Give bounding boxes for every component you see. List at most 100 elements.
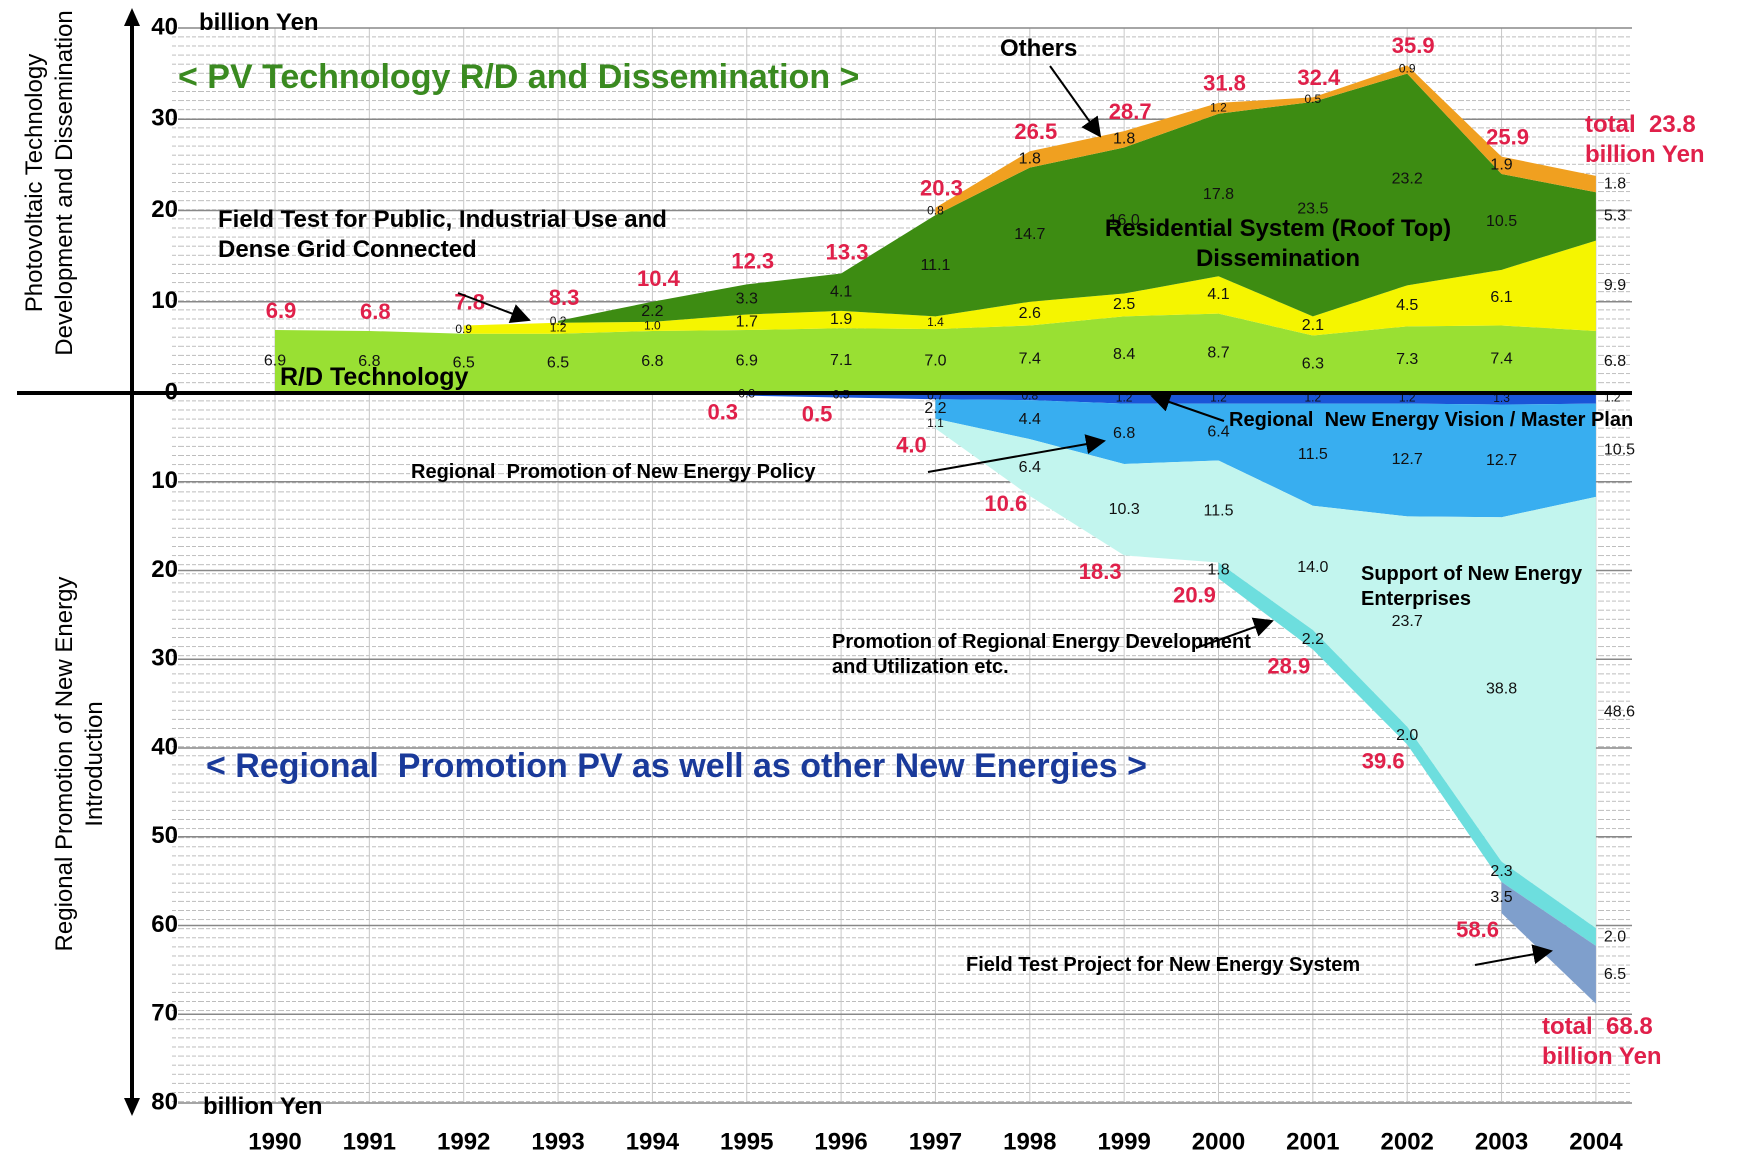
y-axis-label: Photovoltaic Technology Development and … [21, 10, 78, 356]
value-label: 3.5 [1490, 889, 1512, 906]
unit-label: billion Yen [203, 1093, 323, 1120]
value-label: 23.7 [1392, 613, 1423, 630]
value-label: 6.5 [1604, 966, 1626, 983]
area [935, 418, 1596, 929]
value-label: 2.2 [924, 400, 946, 417]
total-label: 18.3 [1079, 559, 1122, 584]
arrow [927, 434, 1106, 473]
y-tick-label: 60 [151, 911, 178, 938]
value-label: 1.2 [550, 320, 567, 334]
value-label: 14.7 [1014, 226, 1045, 243]
total-label: 31.8 [1203, 71, 1246, 96]
value-label: 11.5 [1204, 503, 1234, 520]
arrow [1474, 944, 1553, 966]
y-tick-label: 30 [151, 105, 178, 132]
value-label: 2.6 [1019, 305, 1041, 322]
value-label: 7.3 [1396, 351, 1418, 368]
total-label: 20.9 [1173, 582, 1216, 607]
area [1501, 882, 1596, 1004]
value-label: 1.1 [927, 416, 944, 430]
x-tick-label: 1991 [343, 1128, 396, 1155]
value-label: 1.8 [1113, 131, 1135, 148]
value-label: 0.5 [1305, 92, 1322, 106]
area [1218, 562, 1596, 946]
value-label: 12.7 [1392, 451, 1423, 468]
y-tick-label: 10 [151, 287, 178, 314]
value-label: 4.4 [1019, 411, 1041, 428]
arrow [1195, 617, 1274, 649]
series-label: R/D Technology [280, 363, 469, 391]
value-label: 16.0 [1109, 212, 1140, 229]
x-tick-label: 1997 [909, 1128, 962, 1155]
value-label: 6.5 [547, 355, 569, 372]
y-tick-label: 50 [151, 822, 178, 849]
value-label: 7.0 [924, 352, 946, 369]
total-label: 12.3 [731, 249, 774, 274]
y-tick-label: 20 [151, 556, 178, 583]
total-label: 4.0 [896, 432, 927, 457]
area [558, 73, 1596, 323]
x-tick-label: 1998 [1003, 1128, 1056, 1155]
axis-arrow [124, 1098, 140, 1116]
value-label: 6.5 [453, 355, 475, 372]
value-label: 6.3 [1302, 355, 1324, 372]
value-label: 8.4 [1113, 346, 1135, 363]
y-tick-label: 10 [151, 467, 178, 494]
y-tick-label: 80 [151, 1088, 178, 1115]
value-label: 1.4 [927, 315, 944, 329]
x-tick-label: 1994 [626, 1128, 680, 1155]
value-label: 3.3 [736, 291, 758, 308]
series-label: Promotion of Regional Energy Development… [832, 631, 1251, 678]
y-tick-label: 40 [151, 13, 178, 40]
value-label: 48.6 [1604, 704, 1635, 721]
x-tick-label: 1990 [248, 1128, 301, 1155]
arrow [457, 292, 531, 323]
value-label: 2.2 [641, 303, 663, 320]
x-tick-label: 2001 [1286, 1128, 1339, 1155]
value-label: 6.8 [1113, 425, 1135, 442]
total-label: 0.3 [707, 399, 738, 424]
y-tick-label: 40 [151, 733, 178, 760]
total-label: 6.9 [266, 298, 297, 323]
value-label: 12.7 [1486, 452, 1517, 469]
area [463, 240, 1596, 336]
value-label: 2.2 [1302, 631, 1324, 648]
value-label: 1.8 [1019, 151, 1041, 168]
value-label: 1.0 [644, 319, 661, 333]
y-tick-label: 20 [151, 196, 178, 223]
series-label: Field Test for Public, Industrial Use an… [218, 206, 674, 263]
value-label: 11.1 [920, 257, 950, 274]
x-tick-label: 1992 [437, 1128, 490, 1155]
arrow [1049, 65, 1102, 138]
value-label: 10.5 [1604, 441, 1635, 458]
value-label: 5.3 [1604, 208, 1626, 225]
value-label: 7.1 [830, 352, 852, 369]
value-label: 2.0 [1604, 928, 1626, 945]
x-tick-label: 2000 [1192, 1128, 1245, 1155]
value-label: 1.9 [1490, 157, 1512, 174]
value-label: 6.1 [1490, 289, 1512, 306]
x-tick-label: 1999 [1097, 1128, 1150, 1155]
value-label: 8.7 [1207, 345, 1229, 362]
value-label: 6.9 [264, 353, 286, 370]
value-label: 1.7 [736, 314, 758, 331]
value-label: 7.4 [1490, 350, 1512, 367]
total-label: 26.5 [1014, 119, 1057, 144]
total-label: 28.7 [1109, 99, 1152, 124]
value-label: 23.5 [1297, 200, 1328, 217]
total-label: 58.6 [1456, 917, 1499, 942]
value-label: 38.8 [1486, 681, 1517, 698]
value-label: 1.9 [830, 311, 852, 328]
value-label: 1.2 [1210, 100, 1227, 114]
chart-title: < PV Technology R/D and Dissemination > [178, 58, 860, 96]
y-tick-label: 70 [151, 1000, 178, 1027]
value-label: 0.9 [455, 322, 472, 336]
total-label: 8.3 [549, 285, 580, 310]
x-tick-label: 1995 [720, 1128, 773, 1155]
total-label: 35.9 [1392, 33, 1435, 58]
value-label: 9.9 [1604, 277, 1626, 294]
value-label: 10.5 [1486, 213, 1517, 230]
arrow [1150, 392, 1225, 422]
